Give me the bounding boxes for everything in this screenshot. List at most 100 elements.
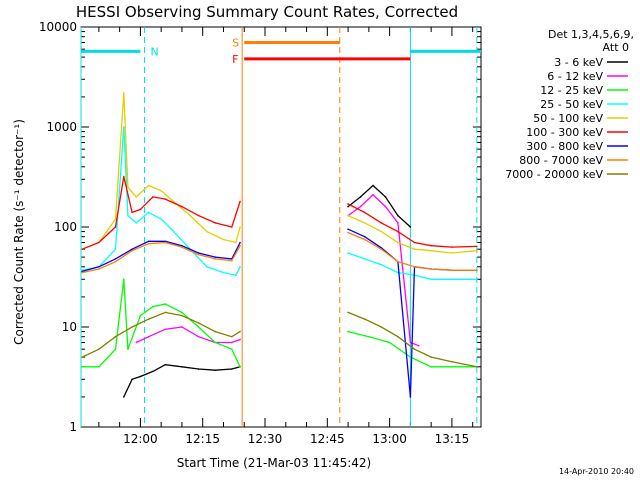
data-point: [372, 184, 374, 187]
data-point: [131, 249, 133, 252]
data-point: [363, 238, 366, 241]
data-point: [147, 318, 150, 320]
data-point: [197, 214, 200, 217]
legend-entry-label: 3 - 6 keV: [554, 56, 603, 69]
data-point: [476, 269, 478, 271]
data-point: [197, 326, 200, 328]
x-axis-title: Start Time (21-Mar-03 11:45:42): [177, 456, 371, 470]
footer-timestamp: 14-Apr-2010 20:40: [559, 467, 634, 476]
data-point: [230, 335, 233, 338]
data-point: [347, 330, 349, 333]
data-point: [98, 365, 100, 368]
data-point: [135, 222, 138, 224]
data-point: [451, 269, 453, 271]
series-line: [347, 184, 411, 228]
data-point: [197, 335, 200, 338]
data-point: [347, 203, 349, 205]
data-point: [214, 258, 216, 260]
data-point: [81, 356, 84, 358]
x-tick-label: 12:45: [310, 432, 345, 446]
data-point: [430, 249, 432, 252]
series-line: [81, 311, 241, 358]
y-tick-label: 100: [54, 220, 77, 234]
data-point: [147, 211, 150, 214]
x-tick-label: 13:00: [372, 432, 407, 446]
data-point: [239, 226, 241, 228]
data-point: [388, 341, 391, 344]
data-point: [152, 196, 154, 198]
data-point: [160, 190, 162, 192]
flag-label-N: N: [151, 45, 159, 58]
x-tick-label: 12:00: [123, 432, 158, 446]
data-point: [413, 248, 416, 250]
data-point: [476, 365, 478, 368]
data-point: [214, 222, 216, 224]
data-point: [380, 246, 383, 249]
data-point: [363, 235, 366, 238]
data-point: [239, 330, 241, 333]
data-point: [164, 303, 167, 305]
data-point: [122, 278, 125, 281]
data-point: [114, 226, 117, 228]
data-point: [230, 368, 233, 370]
data-point: [214, 256, 216, 258]
series-line: [81, 176, 241, 250]
data-point: [181, 326, 183, 328]
data-point: [413, 241, 416, 244]
data-point: [147, 240, 150, 243]
data-point: [397, 335, 399, 338]
data-point: [239, 338, 241, 341]
data-point: [164, 363, 167, 366]
data-point: [409, 396, 412, 398]
data-point: [164, 241, 167, 244]
series-line: [82, 279, 241, 368]
data-point: [417, 344, 420, 347]
legend-header-line-2: Att 0: [603, 41, 629, 54]
data-point: [363, 258, 366, 260]
data-point: [81, 271, 84, 274]
flag-label-S: S: [232, 36, 239, 49]
data-point: [239, 200, 241, 203]
data-point: [197, 252, 200, 254]
data-point: [347, 214, 349, 217]
data-point: [98, 348, 100, 350]
data-point: [451, 252, 453, 254]
data-point: [363, 318, 366, 320]
data-point: [131, 211, 133, 214]
data-point: [397, 241, 399, 244]
data-point: [122, 126, 125, 128]
data-point: [380, 326, 383, 328]
data-point: [81, 270, 84, 273]
data-point: [380, 222, 383, 224]
data-point: [147, 184, 150, 187]
data-point: [98, 241, 100, 244]
data-point: [380, 248, 383, 250]
legend-entry-label: 50 - 100 keV: [533, 112, 603, 125]
data-point: [430, 365, 432, 368]
data-point: [181, 365, 183, 368]
x-tick-label: 13:15: [435, 432, 470, 446]
data-point: [230, 226, 233, 228]
data-point: [122, 91, 125, 94]
data-point: [397, 214, 399, 217]
data-point: [397, 230, 399, 233]
series-line: [82, 240, 241, 273]
data-point: [127, 214, 129, 217]
series-line: [347, 311, 477, 368]
data-point: [181, 311, 183, 314]
data-point: [114, 258, 117, 260]
data-point: [164, 328, 167, 331]
data-point: [476, 245, 478, 248]
data-point: [189, 214, 192, 217]
legend-entry-label: 7000 - 20000 keV: [505, 168, 603, 181]
data-point: [131, 248, 133, 250]
plot-area: 1 10 100 1000 10000 12:00 12:15 12:30 12:45 13:00…: [39, 20, 482, 446]
data-point: [239, 244, 241, 247]
data-point: [347, 228, 349, 231]
data-point: [197, 368, 200, 370]
data-point: [347, 252, 349, 254]
series-line: [347, 203, 477, 248]
y-tick-label: 10000: [39, 20, 77, 34]
data-point: [164, 240, 167, 243]
